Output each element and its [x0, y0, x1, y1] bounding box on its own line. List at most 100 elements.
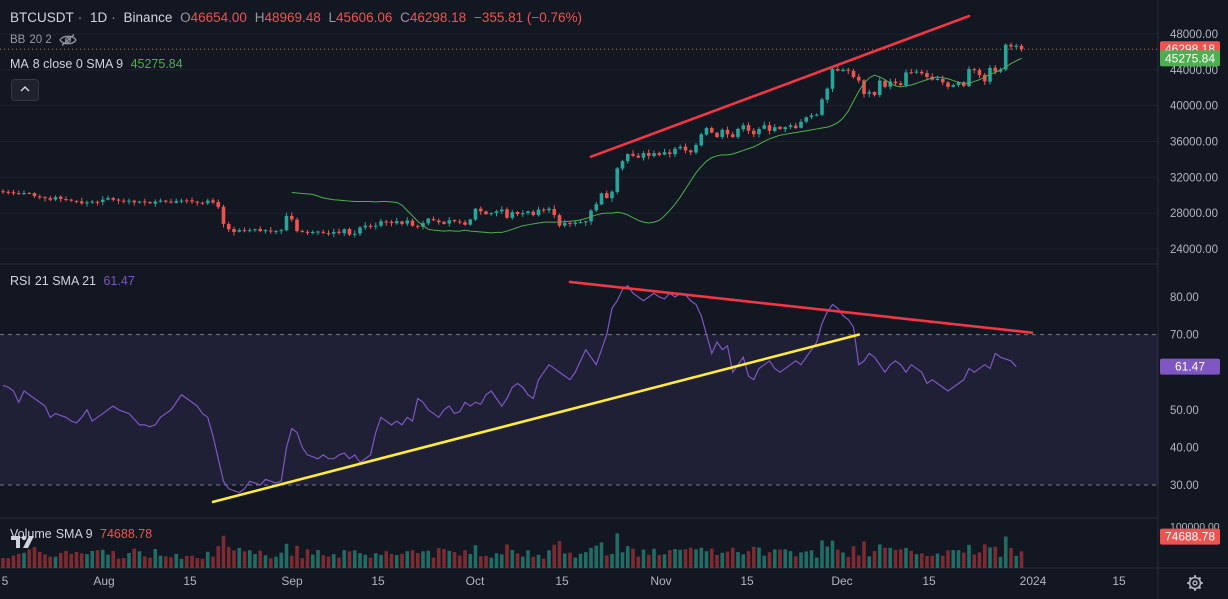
candle[interactable]	[683, 146, 688, 151]
ma-legend[interactable]: MA 8 close 0 SMA 9 45275.84	[10, 57, 187, 71]
candle[interactable]	[1009, 44, 1013, 47]
candle[interactable]	[1003, 44, 1008, 70]
candle[interactable]	[405, 220, 410, 224]
candle[interactable]	[6, 191, 11, 193]
candle[interactable]	[919, 71, 924, 74]
candle[interactable]	[946, 82, 950, 87]
candle[interactable]	[184, 200, 189, 202]
candle[interactable]	[331, 231, 336, 234]
candle[interactable]	[43, 197, 47, 199]
candle[interactable]	[111, 198, 116, 200]
candle[interactable]	[468, 219, 473, 225]
candle[interactable]	[242, 230, 247, 232]
candle[interactable]	[599, 193, 604, 205]
candle[interactable]	[846, 69, 851, 71]
candle[interactable]	[851, 70, 856, 77]
trendline-yellow[interactable]	[211, 333, 861, 504]
candle[interactable]	[321, 231, 326, 233]
candle[interactable]	[342, 229, 347, 234]
candle[interactable]	[85, 202, 89, 204]
candle[interactable]	[841, 69, 845, 72]
candle[interactable]	[988, 68, 992, 82]
candle[interactable]	[410, 220, 415, 226]
candle[interactable]	[788, 125, 793, 127]
candle[interactable]	[872, 92, 877, 95]
candle[interactable]	[358, 227, 362, 234]
candle[interactable]	[295, 219, 299, 232]
candle[interactable]	[426, 218, 431, 224]
candle[interactable]	[300, 231, 305, 233]
candle[interactable]	[799, 121, 803, 128]
candle[interactable]	[594, 204, 599, 211]
candle[interactable]	[494, 211, 499, 214]
candle[interactable]	[562, 223, 567, 226]
candle[interactable]	[982, 74, 987, 82]
candle[interactable]	[552, 208, 557, 215]
candle[interactable]	[646, 152, 651, 156]
candle[interactable]	[967, 68, 971, 87]
candle[interactable]	[636, 155, 641, 158]
rsi-legend[interactable]: RSI 21 SMA 21 61.47	[10, 274, 139, 288]
candle[interactable]	[825, 88, 830, 100]
candle[interactable]	[940, 78, 945, 83]
candle[interactable]	[305, 231, 310, 233]
candle[interactable]	[263, 230, 268, 232]
candle[interactable]	[877, 80, 882, 96]
candle[interactable]	[258, 228, 263, 232]
candle[interactable]	[237, 230, 242, 232]
candle[interactable]	[767, 125, 772, 131]
candle[interactable]	[951, 85, 956, 87]
candle[interactable]	[148, 202, 152, 204]
candle[interactable]	[699, 134, 704, 146]
candle[interactable]	[226, 223, 231, 230]
candle[interactable]	[447, 220, 452, 224]
candle[interactable]	[835, 69, 840, 71]
candle[interactable]	[279, 230, 284, 232]
candle[interactable]	[436, 220, 441, 223]
candle[interactable]	[284, 215, 289, 231]
candle[interactable]	[736, 128, 740, 137]
candle[interactable]	[720, 129, 725, 137]
candle[interactable]	[904, 72, 908, 86]
candle[interactable]	[977, 70, 982, 76]
candle[interactable]	[121, 200, 126, 202]
candle[interactable]	[520, 213, 525, 215]
candle[interactable]	[631, 153, 635, 156]
candle[interactable]	[751, 130, 756, 135]
trendline-red[interactable]	[568, 280, 1034, 335]
candle[interactable]	[400, 221, 404, 224]
candle[interactable]	[783, 127, 788, 130]
candle[interactable]	[347, 228, 352, 235]
candle[interactable]	[536, 209, 541, 215]
candle[interactable]	[489, 213, 494, 215]
candle[interactable]	[505, 209, 509, 218]
candle[interactable]	[715, 132, 719, 137]
candle[interactable]	[652, 153, 656, 157]
candle[interactable]	[289, 215, 294, 220]
candle[interactable]	[153, 201, 158, 204]
candle[interactable]	[232, 228, 236, 232]
candle[interactable]	[221, 206, 226, 224]
candle[interactable]	[100, 199, 105, 203]
symbol-name[interactable]: BTCUSDT	[10, 10, 74, 25]
candle[interactable]	[746, 125, 751, 131]
candle[interactable]	[48, 198, 53, 200]
candle[interactable]	[531, 211, 536, 215]
candle[interactable]	[384, 221, 389, 223]
candle[interactable]	[499, 209, 504, 212]
candle[interactable]	[484, 211, 488, 215]
candle[interactable]	[694, 145, 698, 153]
candle[interactable]	[867, 92, 872, 94]
candle[interactable]	[16, 193, 21, 195]
candle[interactable]	[515, 212, 520, 215]
candle[interactable]	[547, 208, 551, 211]
candle[interactable]	[641, 153, 646, 158]
candle[interactable]	[557, 215, 562, 226]
candle[interactable]	[79, 201, 84, 204]
candle[interactable]	[452, 220, 457, 222]
candle[interactable]	[657, 153, 662, 155]
candle[interactable]	[589, 210, 593, 222]
candle[interactable]	[27, 193, 32, 195]
candle[interactable]	[935, 78, 940, 81]
candle[interactable]	[956, 82, 961, 86]
